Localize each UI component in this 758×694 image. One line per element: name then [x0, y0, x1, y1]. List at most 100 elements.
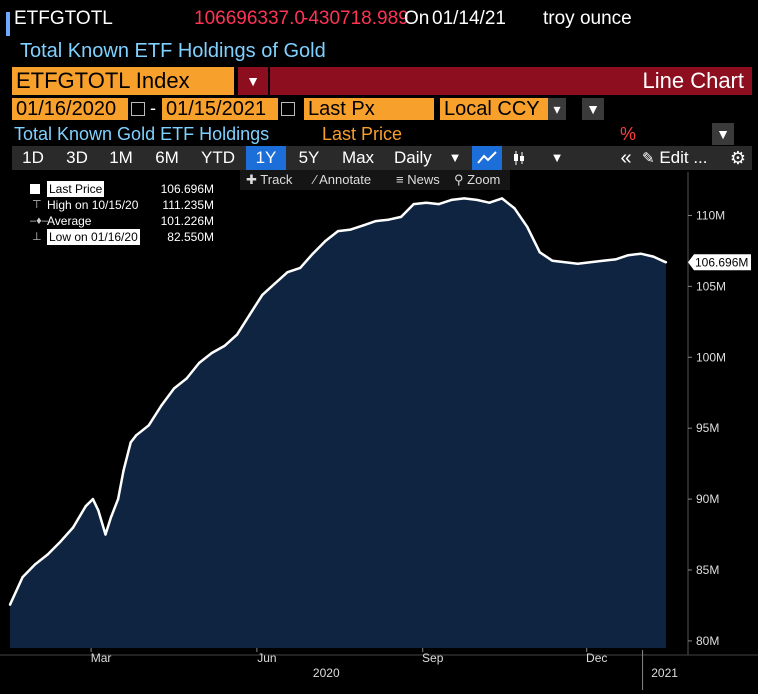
data-point	[172, 387, 176, 390]
legend-row-high: ⊤ High on 10/15/20 111.235M	[12, 197, 217, 213]
range-ytd-button[interactable]: YTD	[201, 148, 235, 167]
data-point	[513, 207, 516, 210]
calendar-icon[interactable]	[281, 102, 295, 116]
data-point	[425, 201, 428, 204]
legend-value: 101.226M	[160, 214, 214, 228]
range-6m-button[interactable]: 6M	[155, 148, 179, 167]
data-point	[135, 434, 138, 437]
data-point	[349, 228, 352, 231]
data-point	[639, 252, 642, 255]
y-tick-label: 80M	[696, 634, 719, 648]
edit-button[interactable]: ✎ Edit ...	[642, 146, 722, 170]
data-point	[387, 218, 390, 221]
toolbar: 1D 3D 1M 6M YTD 1Y 5Y Max Daily ▼ ▼ « ✎ …	[12, 146, 752, 170]
field-select[interactable]: Last Px	[304, 98, 434, 120]
last-value-marker: 106.696M	[688, 254, 751, 271]
data-point	[286, 271, 289, 274]
legend-value: 111.235M	[162, 198, 214, 212]
data-point	[551, 259, 554, 262]
data-point	[185, 377, 188, 380]
data-point	[59, 540, 62, 543]
y-tick-label: 90M	[696, 492, 719, 506]
data-point	[34, 563, 37, 566]
zoom-label: Zoom	[467, 172, 501, 187]
data-point	[399, 215, 403, 219]
high-marker-icon: ⊤	[32, 199, 42, 211]
range-5y-button[interactable]: 5Y	[298, 148, 320, 167]
unit-label: troy ounce	[543, 8, 632, 29]
range-1m-button[interactable]: 1M	[109, 148, 133, 167]
end-date-input[interactable]: 01/15/2021	[162, 98, 278, 120]
news-label: News	[407, 172, 440, 187]
ticker-bar: ETFGTOTL 106696337.0 -430718.989 On 01/1…	[0, 6, 758, 36]
last-value: 106696337.0	[194, 8, 305, 29]
date-separator: -	[150, 98, 156, 118]
data-point	[46, 553, 49, 556]
data-point	[538, 251, 541, 254]
candlestick-icon[interactable]	[508, 146, 530, 170]
edit-label: Edit ...	[659, 148, 708, 167]
frequency-dropdown-icon[interactable]: ▼	[448, 150, 462, 165]
range-1d-button[interactable]: 1D	[22, 148, 44, 167]
currency-dropdown-icon[interactable]: ▾	[548, 98, 566, 120]
series-line	[8, 197, 667, 606]
index-menu-button[interactable]: ▼	[238, 67, 268, 95]
data-point	[488, 201, 491, 204]
data-point	[210, 351, 213, 355]
data-point	[122, 469, 125, 472]
average-marker-icon: –♦–	[30, 215, 48, 227]
data-point	[97, 509, 100, 512]
year-label: 2020	[313, 666, 340, 680]
crosshair-icon: ✚	[246, 172, 257, 187]
news-tool[interactable]: ≡ News	[396, 170, 440, 190]
chart-tools-bar: ✚ Track ∕ Annotate ≡ News ⚲ Zoom	[240, 170, 510, 190]
field-options-icon[interactable]: ▼	[582, 98, 604, 120]
x-tick-label: Mar	[91, 651, 112, 665]
data-point	[273, 282, 277, 285]
gear-icon[interactable]: ⚙	[729, 148, 747, 168]
chart-options-icon[interactable]: ▼	[550, 150, 564, 165]
data-point	[450, 198, 453, 202]
index-input[interactable]: ETFGTOTL Index	[12, 67, 234, 95]
currency-select[interactable]: Local CCY	[440, 98, 548, 120]
data-point	[627, 254, 630, 257]
y-tick-label: 110M	[696, 208, 725, 222]
pencil-icon: ✎	[642, 150, 655, 167]
collapse-icon[interactable]: «	[620, 147, 632, 169]
data-point	[500, 197, 504, 200]
data-point	[589, 261, 592, 264]
percent-toggle[interactable]: %	[620, 124, 637, 144]
legend-row-average: –♦– Average 101.226M	[12, 213, 217, 229]
on-label: On	[404, 8, 430, 29]
range-max-button[interactable]: Max	[341, 148, 375, 167]
frequency-select[interactable]: Daily	[390, 146, 450, 170]
data-point	[437, 202, 441, 206]
data-point	[374, 219, 377, 223]
chart-type-label[interactable]: Line Chart	[642, 68, 744, 93]
data-point	[261, 293, 264, 297]
range-3d-button[interactable]: 3D	[66, 148, 88, 167]
legend-options-icon[interactable]: ▼	[712, 123, 734, 145]
x-tick-label: Dec	[586, 651, 607, 665]
data-point	[223, 344, 226, 348]
data-point	[116, 497, 120, 501]
security-title: Total Known Gold ETF Holdings	[14, 124, 270, 144]
line-chart-icon[interactable]	[472, 146, 502, 170]
track-tool[interactable]: ✚ Track	[246, 170, 292, 190]
annotate-tool[interactable]: ∕ Annotate	[314, 170, 371, 190]
magnifier-icon: ⚲	[454, 172, 464, 187]
data-point	[8, 603, 12, 606]
calendar-icon[interactable]	[131, 102, 145, 116]
zoom-tool[interactable]: ⚲ Zoom	[454, 170, 500, 190]
data-point	[198, 361, 201, 365]
data-point	[160, 404, 163, 407]
data-point	[526, 225, 529, 228]
legend-label: Last Price	[47, 181, 105, 197]
news-icon: ≡	[396, 172, 404, 187]
legend-label: Low on 01/16/20	[47, 229, 140, 245]
start-date-input[interactable]: 01/16/2020	[12, 98, 128, 120]
ticker-symbol[interactable]: ETFGTOTL	[14, 8, 113, 29]
range-1y-button[interactable]: 1Y	[246, 146, 286, 170]
last-value-label: 106.696M	[695, 255, 748, 269]
